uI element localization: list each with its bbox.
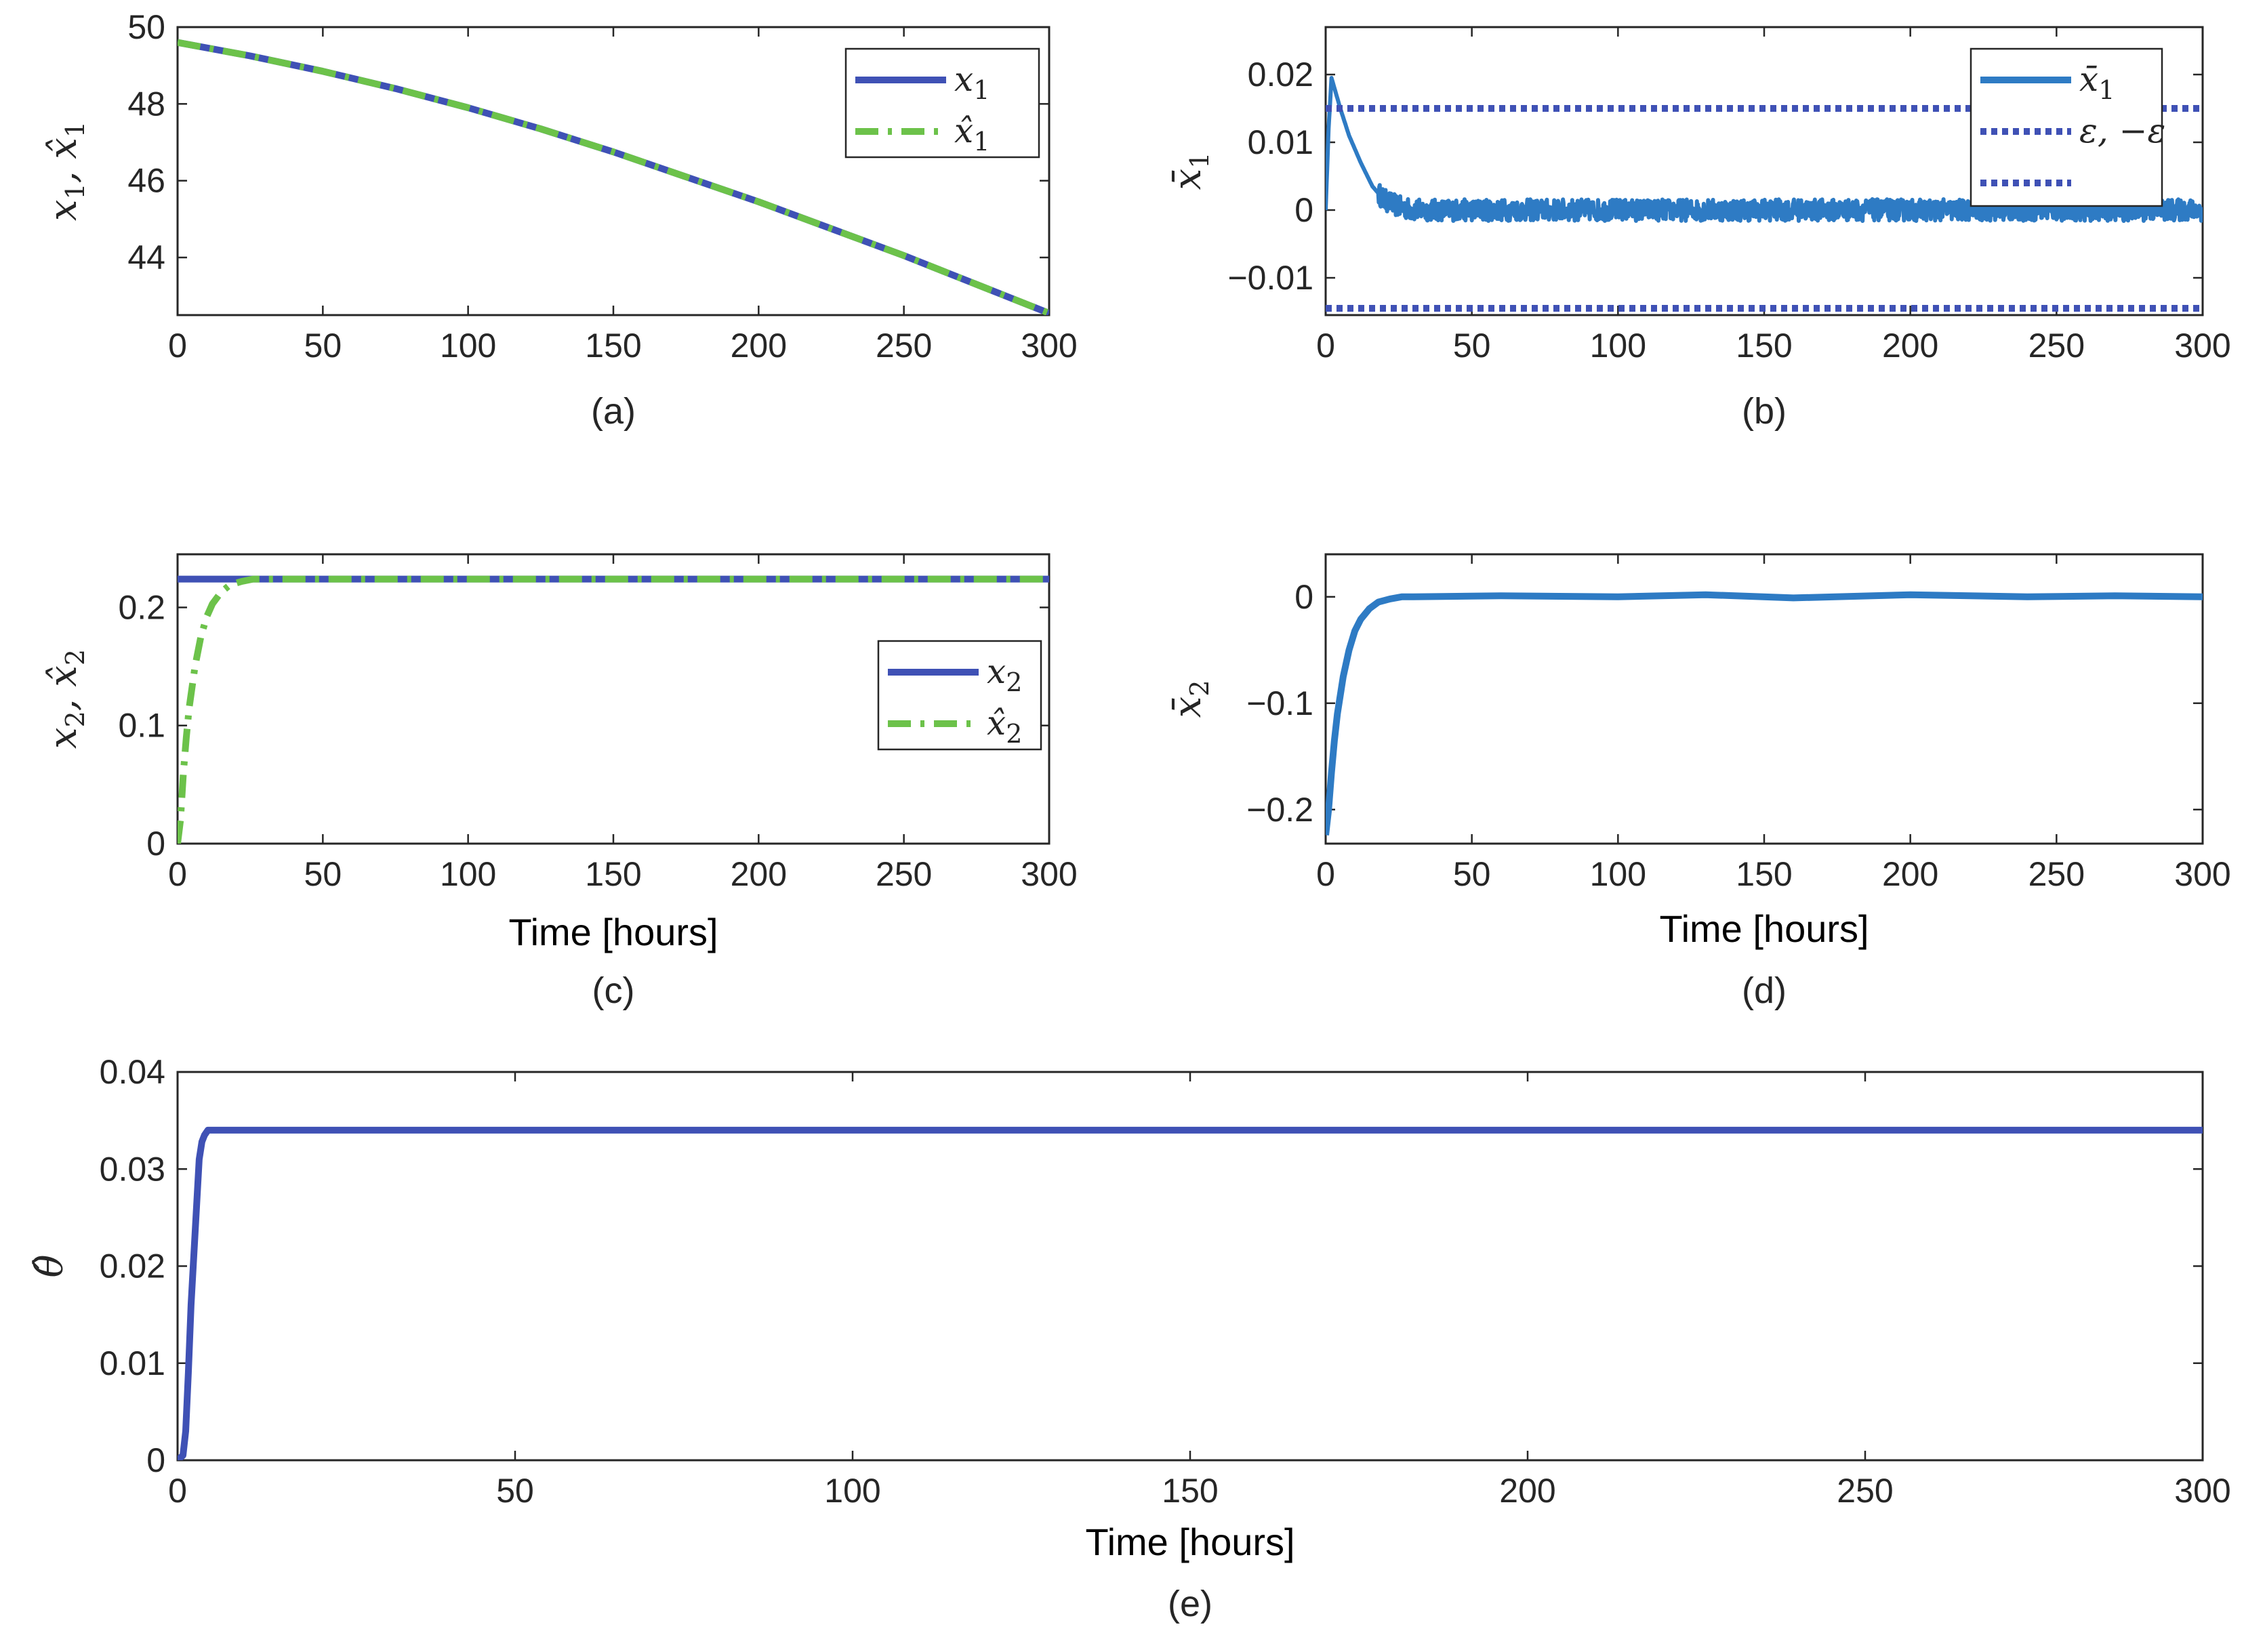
y-tick-label: 0.02 [100, 1247, 165, 1285]
y-axis-label: x2​, x̂2​ [41, 649, 90, 749]
y-tick-label: 0.1 [118, 707, 165, 745]
y-tick-label: 0 [1294, 578, 1313, 616]
x-tick-label: 50 [1453, 327, 1491, 365]
y-tick-label: 0.2 [118, 588, 165, 626]
axes-frame [176, 1071, 2204, 1462]
x-tick-label: 0 [168, 855, 187, 893]
x-tick-label: 300 [2174, 327, 2230, 365]
y-tick-label: 0 [1294, 191, 1313, 229]
legend-label: x1​ [954, 60, 990, 105]
x-tick-label: 300 [2174, 855, 2230, 893]
y-axis-label: θ̂ [28, 1255, 72, 1278]
panel-caption: (e) [1168, 1584, 1212, 1624]
x-tick-label: 0 [1316, 327, 1335, 365]
legend-label: x̄1​ [2079, 60, 2115, 105]
y-tick-label: −0.01 [1227, 259, 1313, 297]
x-tick-label: 0 [1316, 855, 1335, 893]
series-x1_bar [1326, 76, 2203, 223]
y-tick-label: 50 [127, 8, 165, 46]
y-tick-label: 46 [127, 162, 165, 200]
x-tick-label: 50 [304, 855, 342, 893]
x-tick-label: 250 [2028, 327, 2085, 365]
y-tick-label: 0 [146, 825, 165, 863]
x-axis-label: Time [hours] [1659, 907, 1869, 950]
y-tick-label: 0.03 [100, 1150, 165, 1188]
x-tick-label: 100 [1590, 327, 1646, 365]
x-tick-label: 200 [1499, 1472, 1555, 1510]
x-tick-label: 50 [496, 1472, 534, 1510]
y-axis-label: x1​, x̂1​ [41, 121, 90, 221]
x-tick-label: 300 [1021, 327, 1077, 365]
series-x2_bar [1326, 591, 2203, 835]
legend-label: x̂1​ [954, 111, 990, 157]
legend-label: ε, −ε [2079, 111, 2165, 150]
panel-caption: (a) [591, 391, 636, 432]
panel-caption: (c) [592, 970, 635, 1011]
x-tick-label: 250 [2028, 855, 2085, 893]
legend: x̄1​ ε, −ε [1970, 47, 2165, 207]
chart-a: 0 50 100 150 200 250 300 44 46 48 50 x1​, x̂1​ (a) x1… [41, 8, 1078, 432]
panel-caption: (b) [1742, 391, 1787, 432]
y-tick-label: 0.02 [1248, 56, 1313, 94]
x-tick-label: 150 [1162, 1472, 1218, 1510]
x-tick-label: 100 [1590, 855, 1646, 893]
x-tick-label: 150 [585, 327, 641, 365]
x-tick-label: 250 [1837, 1472, 1893, 1510]
axes-frame [1324, 553, 2204, 845]
x-tick-label: 50 [1453, 855, 1491, 893]
chart-b: 050100150200250300−0.0100.010.02x̄1​(b)x… [1166, 26, 2231, 432]
x-tick-label: 250 [876, 855, 932, 893]
x-tick-label: 0 [168, 1472, 187, 1510]
x-tick-label: 100 [824, 1472, 880, 1510]
series-x1_hat [178, 39, 1049, 315]
legend: x2​ x̂2​ [877, 640, 1042, 751]
x-axis-label: Time [hours] [508, 911, 718, 953]
x-tick-label: 100 [440, 327, 496, 365]
y-tick-label: −0.2 [1246, 791, 1313, 829]
series-theta_hat [178, 1126, 2203, 1460]
x-tick-label: 100 [440, 855, 496, 893]
chart-c: 0 50 100 150 200 250 300 0 0.1 0.2 x2​, x̂2​ Time [… [41, 553, 1078, 1011]
x-tick-label: 300 [1021, 855, 1077, 893]
panel-caption: (d) [1742, 970, 1787, 1011]
x-tick-label: 200 [731, 327, 787, 365]
y-tick-label: 0 [146, 1441, 165, 1479]
x-tick-label: 50 [304, 327, 342, 365]
y-tick-label: −0.1 [1246, 684, 1313, 722]
x-tick-label: 200 [1882, 327, 1938, 365]
legend-box [877, 640, 1042, 751]
series-x2_hat [178, 575, 1049, 844]
x-tick-label: 200 [1882, 855, 1938, 893]
legend-box [844, 47, 1040, 159]
legend: x1​ x̂1​ [844, 47, 1040, 159]
legend-label: x̂2​ [987, 703, 1022, 749]
x-tick-label: 0 [168, 327, 187, 365]
x-tick-label: 250 [876, 327, 932, 365]
chart-d: 0 50 100 150 200 250 300 −0.2 −0.1 0 x̄2​ Time [hou… [1166, 553, 2231, 1011]
x-tick-label: 300 [2174, 1472, 2230, 1510]
chart-e: 0 50 100 150 200 250 300 0 0.01 0.02 0.03 0.04 θ̂ Tim… [28, 1053, 2231, 1624]
legend-label: x2​ [987, 652, 1022, 697]
y-axis-label: x̄2​ [1166, 680, 1215, 718]
y-tick-label: 0.01 [1248, 123, 1313, 161]
x-tick-label: 150 [585, 855, 641, 893]
x-tick-label: 150 [1736, 327, 1792, 365]
y-axis-label: x̄1​ [1166, 152, 1215, 190]
x-tick-label: 200 [731, 855, 787, 893]
x-tick-label: 150 [1736, 855, 1792, 893]
y-tick-label: 0.01 [100, 1344, 165, 1382]
y-tick-label: 44 [127, 239, 165, 276]
y-tick-label: 0.04 [100, 1053, 165, 1091]
y-tick-label: 48 [127, 85, 165, 123]
x-axis-label: Time [hours] [1085, 1521, 1294, 1563]
